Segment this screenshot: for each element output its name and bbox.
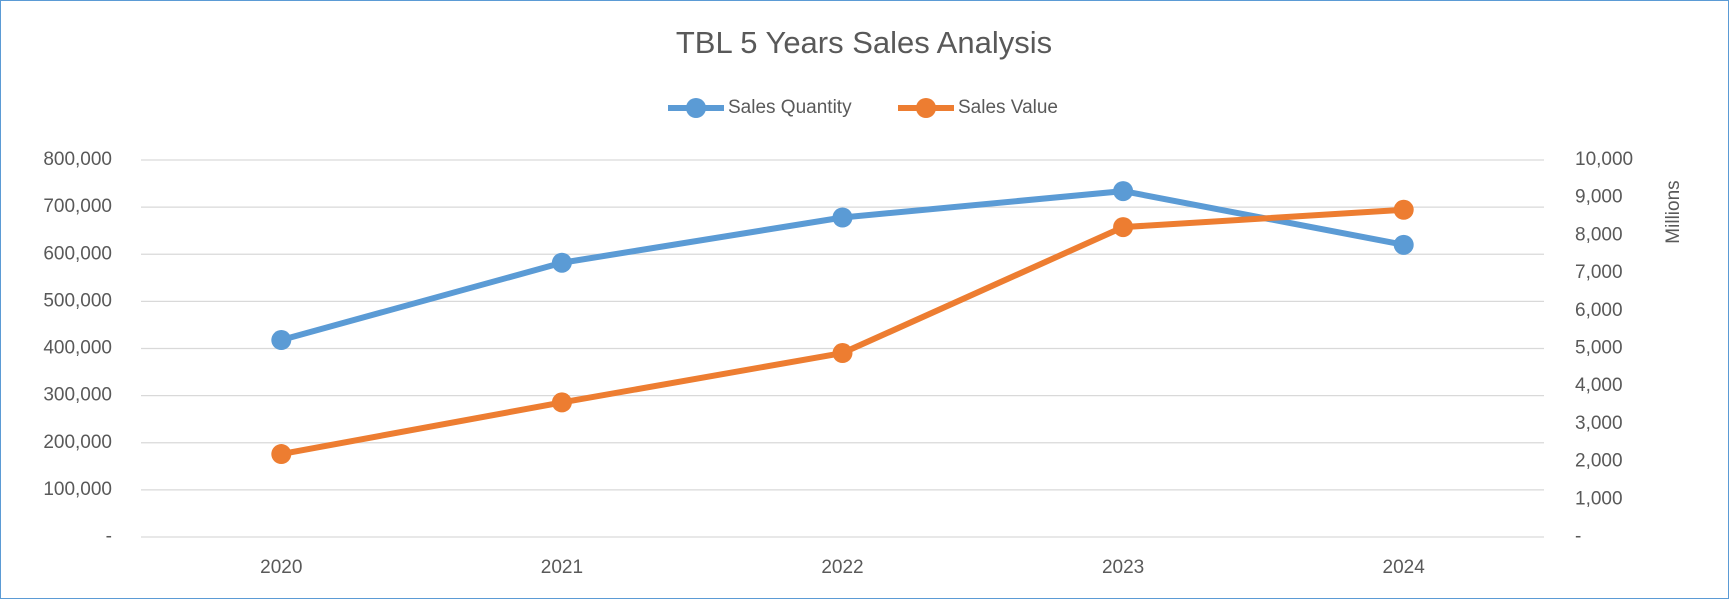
- data-point: [1393, 199, 1414, 220]
- y2-axis-label: Millions: [1663, 180, 1684, 243]
- y2-tick-label: 4,000: [1575, 375, 1623, 396]
- data-point: [271, 330, 292, 351]
- legend-marker: [686, 98, 706, 118]
- data-point: [1113, 181, 1134, 202]
- legend-marker: [916, 98, 936, 118]
- data-point: [551, 392, 572, 413]
- y-tick-label: 100,000: [43, 479, 112, 500]
- y2-tick-label: 8,000: [1575, 224, 1623, 245]
- y-tick-label: 400,000: [43, 338, 112, 359]
- y-tick-label: 500,000: [43, 290, 112, 311]
- x-tick-label: 2023: [1102, 557, 1144, 578]
- chart-title: TBL 5 Years Sales Analysis: [676, 25, 1052, 60]
- y2-tick-label: 2,000: [1575, 451, 1623, 472]
- data-point: [271, 444, 292, 465]
- y-tick-label: 700,000: [43, 196, 112, 217]
- y2-tick-label: 3,000: [1575, 413, 1623, 434]
- data-point: [1113, 217, 1134, 238]
- data-point: [832, 207, 853, 228]
- y2-tick-label: -: [1575, 526, 1581, 547]
- y2-tick-label: 6,000: [1575, 300, 1623, 321]
- y2-tick-label: 5,000: [1575, 338, 1623, 359]
- y2-tick-label: 9,000: [1575, 187, 1623, 208]
- y-tick-label: 600,000: [43, 243, 112, 264]
- y-tick-label: 800,000: [43, 149, 112, 170]
- x-tick-label: 2020: [260, 557, 302, 578]
- data-point: [1393, 234, 1414, 255]
- y2-tick-label: 10,000: [1575, 149, 1633, 170]
- y2-tick-label: 7,000: [1575, 262, 1623, 283]
- x-tick-label: 2024: [1383, 557, 1426, 578]
- y-tick-label: 200,000: [43, 432, 112, 453]
- y-tick-label: -: [106, 526, 112, 547]
- data-point: [832, 343, 853, 364]
- data-point: [551, 252, 572, 273]
- y2-tick-label: 1,000: [1575, 488, 1623, 509]
- legend-label: Sales Value: [958, 97, 1058, 118]
- x-tick-label: 2021: [541, 557, 583, 578]
- y-tick-label: 300,000: [43, 385, 112, 406]
- x-tick-label: 2022: [821, 557, 863, 578]
- legend-label: Sales Quantity: [728, 97, 852, 118]
